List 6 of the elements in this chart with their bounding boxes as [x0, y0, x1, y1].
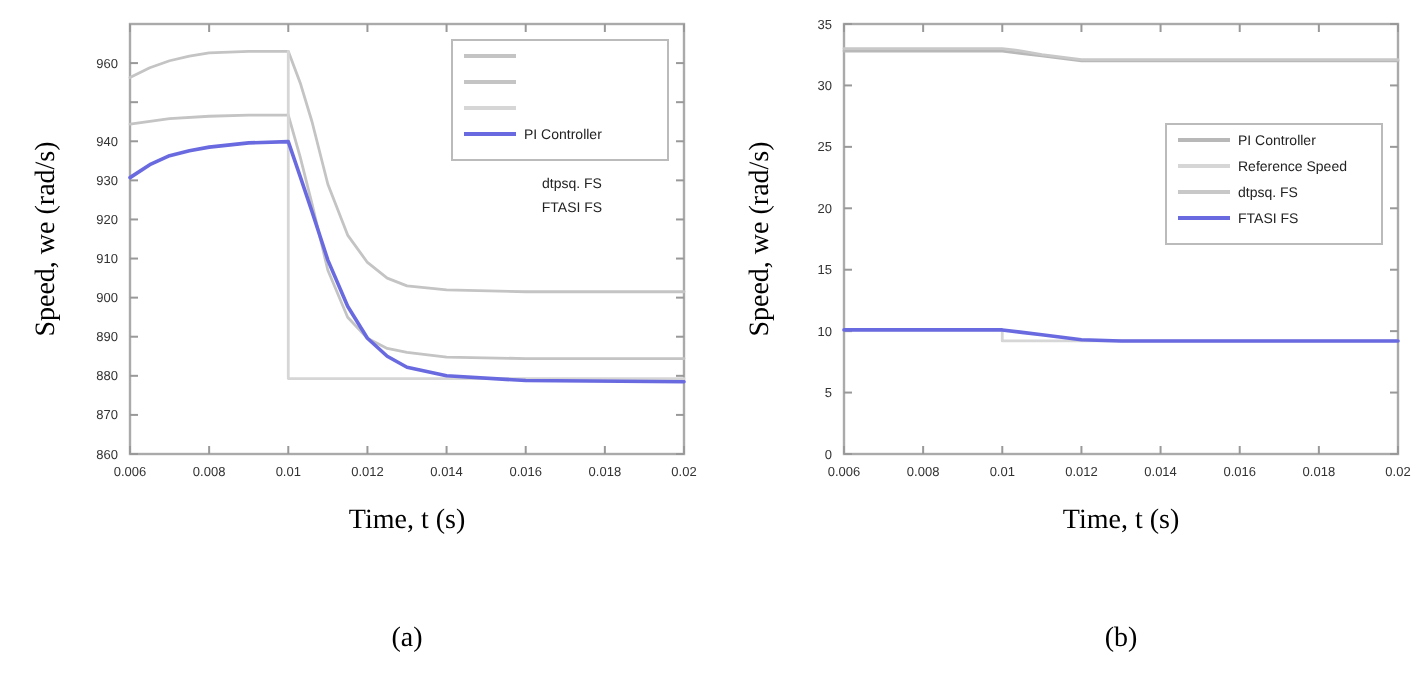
x-axis-title: Time, t (s): [348, 506, 466, 536]
text: (b): [1104, 624, 1138, 654]
x-axis-title: Time, t (s): [1062, 506, 1180, 536]
y-axis-title: Speed, we (rad/s): [746, 140, 776, 337]
y-axis-title: Speed, we (rad/s): [32, 140, 62, 337]
text: (a): [391, 624, 424, 654]
